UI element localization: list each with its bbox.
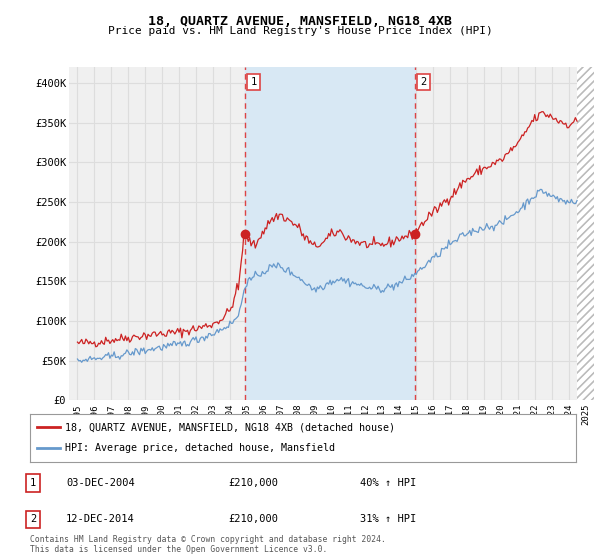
Text: 03-DEC-2004: 03-DEC-2004 <box>66 478 135 488</box>
Text: 1: 1 <box>251 77 257 87</box>
Text: £210,000: £210,000 <box>228 515 278 524</box>
Text: 18, QUARTZ AVENUE, MANSFIELD, NG18 4XB (detached house): 18, QUARTZ AVENUE, MANSFIELD, NG18 4XB (… <box>65 422 395 432</box>
Text: £210,000: £210,000 <box>228 478 278 488</box>
Text: 18, QUARTZ AVENUE, MANSFIELD, NG18 4XB: 18, QUARTZ AVENUE, MANSFIELD, NG18 4XB <box>148 15 452 28</box>
Bar <box>577 67 594 400</box>
Text: 40% ↑ HPI: 40% ↑ HPI <box>360 478 416 488</box>
Bar <box>245 67 415 400</box>
Text: 12-DEC-2014: 12-DEC-2014 <box>66 515 135 524</box>
Bar <box>577 67 594 400</box>
Text: 1: 1 <box>30 478 36 488</box>
Text: Price paid vs. HM Land Registry's House Price Index (HPI): Price paid vs. HM Land Registry's House … <box>107 26 493 36</box>
Text: Contains HM Land Registry data © Crown copyright and database right 2024.
This d: Contains HM Land Registry data © Crown c… <box>30 535 386 554</box>
Text: 2: 2 <box>30 515 36 524</box>
Text: 2: 2 <box>421 77 427 87</box>
Text: HPI: Average price, detached house, Mansfield: HPI: Average price, detached house, Mans… <box>65 443 335 453</box>
Bar <box>577 67 594 400</box>
Text: 31% ↑ HPI: 31% ↑ HPI <box>360 515 416 524</box>
Bar <box>577 67 594 400</box>
